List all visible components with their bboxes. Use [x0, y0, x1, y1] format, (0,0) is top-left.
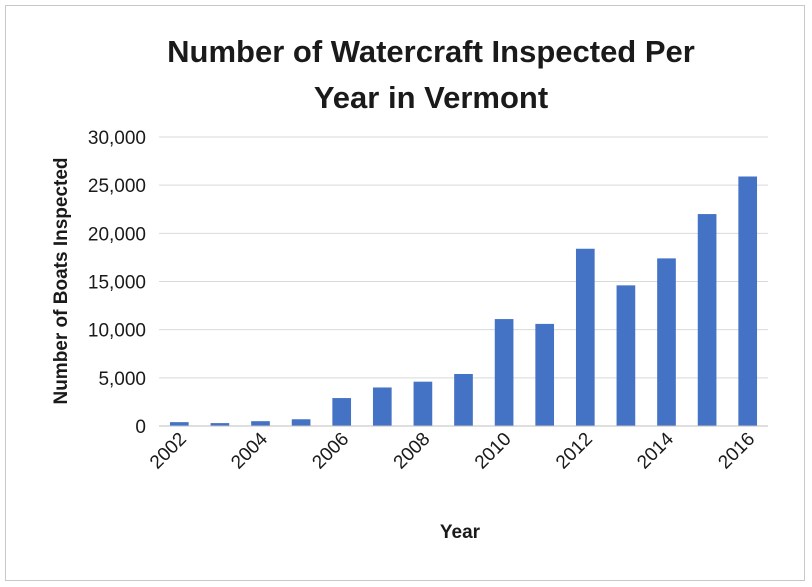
- y-tick-label: 0: [135, 417, 146, 438]
- y-axis-label: Number of Boats Inspected: [51, 157, 72, 404]
- bar-2005: [291, 419, 311, 426]
- bars: [169, 176, 758, 426]
- bar-2010: [494, 319, 514, 426]
- x-tick-label: 2012: [552, 429, 597, 474]
- y-tick-labels: 0 5,000 10,000 15,000 20,000 25,000 30,000: [88, 128, 146, 438]
- x-tick-labels: 2002 2004 2006 2008 2010 2012 2014 2016: [146, 428, 759, 473]
- bar-2011: [535, 323, 555, 426]
- bar-2008: [413, 381, 433, 426]
- x-axis-label: Year: [440, 522, 481, 543]
- x-tick-label: 2006: [308, 429, 353, 474]
- x-tick-label: 2002: [146, 429, 191, 474]
- bar-2002: [169, 422, 189, 426]
- chart-title-line-2: Year in Vermont: [314, 80, 548, 115]
- bar-2014: [657, 258, 676, 426]
- bar-2009: [454, 373, 473, 426]
- y-tick-label: 10,000: [88, 321, 146, 342]
- bar-2003: [210, 423, 230, 426]
- x-tick-label: 2014: [633, 428, 678, 473]
- x-tick-label: 2008: [390, 429, 435, 474]
- y-tick-label: 20,000: [88, 224, 146, 245]
- x-tick-label: 2010: [471, 429, 516, 474]
- gridlines: [159, 136, 768, 379]
- bar-2016: [738, 176, 758, 426]
- bar-2006: [332, 398, 352, 426]
- y-tick-label: 25,000: [88, 176, 146, 197]
- bar-2007: [372, 387, 392, 426]
- bar-2015: [697, 214, 717, 426]
- y-tick-label: 15,000: [88, 273, 146, 294]
- bar-2012: [575, 248, 595, 426]
- bar-2004: [251, 421, 270, 426]
- x-tick-label: 2004: [227, 428, 272, 473]
- x-tick-label: 2016: [714, 429, 759, 474]
- y-tick-label: 5,000: [98, 369, 146, 390]
- y-tick-label: 30,000: [88, 128, 146, 149]
- bar-2013: [616, 285, 636, 426]
- chart-title-line-1: Number of Watercraft Inspected Per: [167, 34, 695, 69]
